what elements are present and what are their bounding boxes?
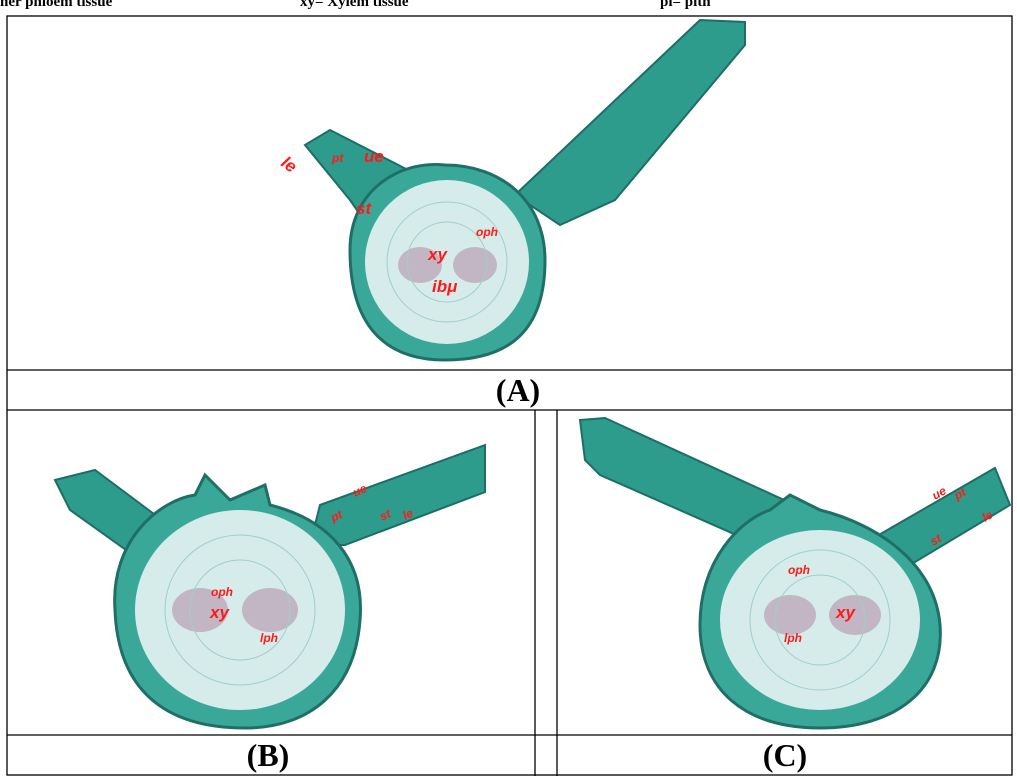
tissue-label: xy bbox=[427, 245, 448, 264]
tissue-label: st bbox=[356, 199, 372, 218]
tissue-label: pt bbox=[331, 151, 344, 165]
tissue-label: xy bbox=[835, 603, 856, 622]
figure: ner phloem tissue xy= Xylem tissue pi= p… bbox=[0, 0, 1017, 776]
micrograph-a bbox=[305, 20, 745, 360]
tissue-label: xy bbox=[209, 603, 230, 622]
panel-caption: (A) bbox=[496, 372, 540, 408]
tissue-label: ibμ bbox=[432, 277, 458, 296]
micrograph-b bbox=[55, 445, 485, 728]
tissue-label: oph bbox=[476, 225, 498, 239]
tissue-label: oph bbox=[211, 585, 233, 599]
tissue-label: oph bbox=[788, 563, 810, 577]
panel-caption: (B) bbox=[247, 737, 290, 773]
legend-text: xy= Xylem tissue bbox=[300, 0, 409, 10]
tissue-label: lph bbox=[784, 631, 802, 645]
panel-caption: (C) bbox=[763, 737, 807, 773]
tissue-label: le bbox=[278, 153, 301, 177]
legend-text: pi= pith bbox=[660, 0, 711, 10]
tissue-label: lph bbox=[260, 631, 278, 645]
legend-text: ner phloem tissue bbox=[0, 0, 113, 10]
tissue-label: ue bbox=[364, 147, 384, 166]
